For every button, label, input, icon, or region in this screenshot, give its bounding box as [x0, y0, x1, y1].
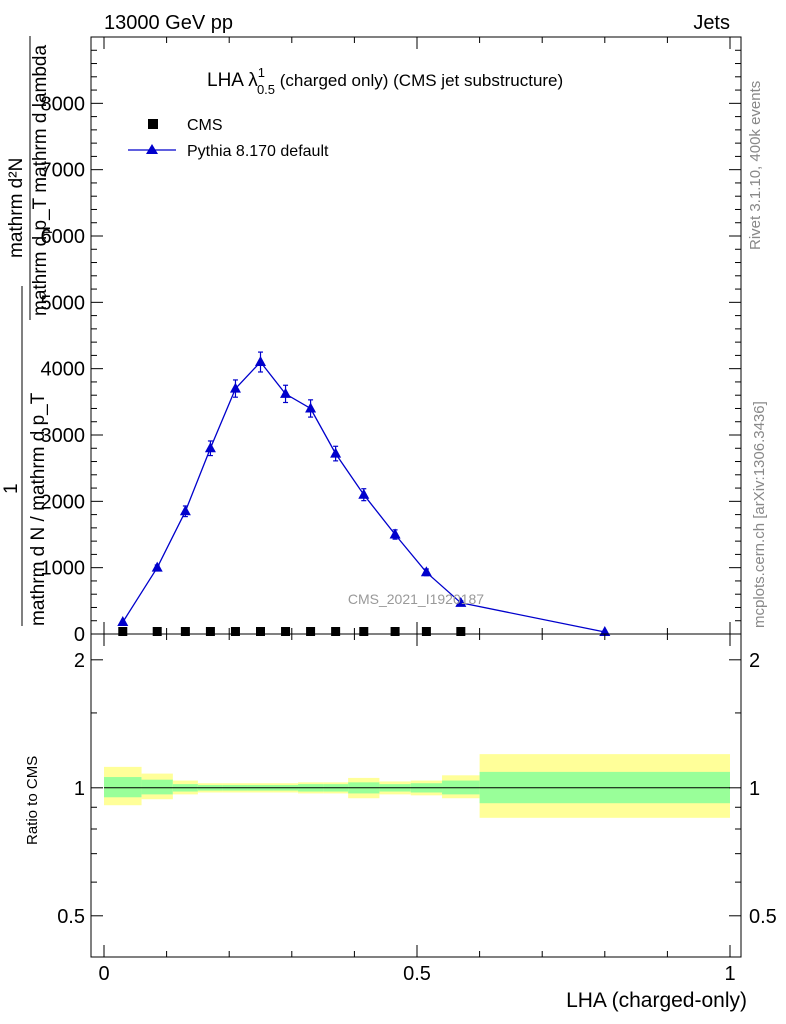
cms-data-point: [230, 627, 240, 637]
plot-title-sub: 0.5: [257, 82, 275, 97]
ratio-inner-band: [104, 777, 142, 798]
cms-data-point: [421, 627, 431, 637]
analysis-watermark: CMS_2021_I1920187: [348, 591, 484, 607]
ratio-tick-label-right: 2: [749, 650, 760, 672]
x-tick-label: 0.5: [403, 963, 431, 985]
y-tick-label: 5000: [41, 292, 86, 314]
y-tick-label: 8000: [41, 93, 86, 115]
cms-data-point: [152, 627, 162, 637]
plot-title: LHA λ1 0.5 (charged only) (CMS jet substr…: [207, 65, 563, 97]
y-tick-label: 6000: [41, 226, 86, 248]
x-tick-label: 1: [724, 963, 735, 985]
cms-data-point: [256, 627, 265, 637]
plot-title-rest: (charged only) (CMS jet substructure): [275, 71, 563, 90]
mc-data-point: [280, 387, 292, 398]
mc-data-point: [204, 442, 216, 453]
cms-data-point: [205, 627, 215, 637]
mc-data-point: [358, 488, 370, 499]
y-tick-label: 7000: [41, 160, 86, 182]
plot-title-main: LHA λ: [207, 70, 258, 91]
y-label-numerator: mathrm d²N: [6, 158, 27, 258]
legend-mc-label: Pythia 8.170 default: [187, 143, 329, 160]
rivet-info: Rivet 3.1.10, 400k events: [747, 81, 764, 250]
legend-mc-marker: [146, 144, 158, 154]
y-tick-label: 1000: [41, 558, 86, 580]
legend-cms-label: CMS: [187, 117, 223, 134]
cms-data-point: [180, 627, 190, 637]
mc-data-point: [179, 505, 191, 516]
y-tick-label: 2000: [41, 491, 86, 513]
ratio-tick-label: 0.5: [57, 906, 85, 928]
ratio-y-label: Ratio to CMS: [24, 756, 41, 845]
cms-data-point: [306, 627, 316, 637]
ratio-inner-band: [141, 779, 173, 795]
ratio-frame: [90, 633, 742, 958]
mc-data-point: [330, 447, 342, 458]
mc-data-point: [455, 596, 467, 607]
mc-data-point: [151, 561, 163, 572]
cms-data-point: [456, 627, 466, 637]
y-axis-label: mathrm d²N mathrm d p_T mathrm d lambda …: [1, 36, 55, 626]
cms-data-point: [118, 627, 128, 637]
legend: CMS Pythia 8.170 default: [128, 117, 329, 160]
mc-data-point: [305, 402, 317, 413]
ratio-panel: 0.5 0.5 1 1 2 2 0 0.5 1: [57, 633, 777, 985]
y-label-sub-t: T: [41, 228, 55, 236]
mc-data-point: [389, 528, 401, 539]
legend-cms-marker: [148, 119, 158, 129]
mc-data-point: [255, 356, 266, 367]
cms-data-point: [331, 627, 341, 637]
cms-data-point: [281, 627, 291, 637]
cms-data-point: [390, 627, 400, 637]
main-panel: 0 1000 2000 3000 4000 5000 6000 7000 8000: [41, 36, 742, 646]
y-label-frac-denominator: mathrm d N / mathrm d p_T: [28, 392, 49, 626]
cms-data-point: [359, 627, 369, 637]
x-axis-label: LHA (charged-only): [566, 989, 747, 1012]
y-label-denominator: mathrm d p_T mathrm d lambda: [30, 45, 51, 316]
mc-data-point: [117, 616, 129, 627]
y-tick-label: 0: [74, 624, 85, 646]
y-tick-label: 4000: [41, 359, 86, 381]
y-tick-label: 3000: [41, 425, 86, 447]
mcplots-info: mcplots.cern.ch [arXiv:1306.3436]: [751, 401, 768, 628]
plot-title-sup: 1: [258, 65, 265, 80]
mc-series-line: [122, 361, 605, 633]
ratio-tick-label: 1: [74, 778, 85, 800]
mc-data-point: [420, 566, 432, 577]
header-energy: 13000 GeV pp: [104, 12, 233, 34]
ratio-tick-label: 2: [74, 650, 85, 672]
x-tick-label: 0: [98, 963, 109, 985]
ratio-tick-label-right: 1: [749, 778, 760, 800]
y-label-frac-one: 1: [1, 483, 22, 494]
header-process: Jets: [693, 12, 730, 34]
mc-data-point: [229, 382, 241, 393]
ratio-tick-label-right: 0.5: [749, 906, 777, 928]
